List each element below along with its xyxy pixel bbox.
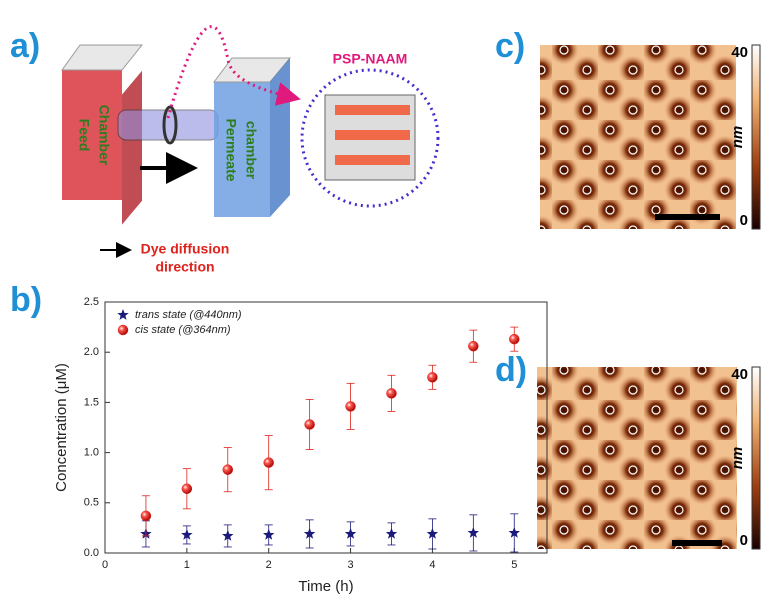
setup-label: Chamber — [96, 105, 112, 166]
setup-label: Permeate — [223, 118, 239, 181]
legend-label: cis state (@364nm) — [135, 324, 231, 336]
setup-label: direction — [155, 259, 214, 275]
colorbar-tick-label: 40 — [731, 44, 748, 61]
afm-image — [537, 367, 737, 549]
sphere-marker — [182, 484, 192, 494]
plot-frame — [105, 302, 547, 553]
y-tick-label: 0.5 — [84, 497, 99, 509]
colorbar-unit: nm — [729, 447, 746, 470]
sphere-marker — [427, 372, 437, 382]
panel-label: d) — [495, 351, 527, 389]
colorbar — [752, 45, 760, 229]
y-tick-label: 2.0 — [84, 346, 99, 358]
sphere-marker — [346, 401, 356, 411]
sphere-marker — [468, 341, 478, 351]
colorbar-tick-label: 40 — [731, 366, 748, 383]
y-tick-label: 2.5 — [84, 296, 99, 308]
colorbar-unit: nm — [729, 126, 746, 149]
sphere-marker — [264, 458, 274, 468]
colorbar-tick-label: 0 — [740, 532, 748, 549]
x-tick-label: 2 — [266, 559, 272, 571]
setup-label: Dye diffusion — [141, 241, 230, 257]
sphere-marker — [223, 465, 233, 475]
setup-label: chamber — [243, 121, 259, 180]
sphere-marker — [509, 334, 519, 344]
chart: 0.0 0.5 1.0 1.5 2.0 2.5 0 1 2 3 4 5 Time (h) Concentr… — [53, 296, 547, 595]
legend-label: trans state (@440nm) — [135, 309, 242, 321]
membrane-label: PSP-NAAM — [333, 51, 408, 67]
figure: a) PSP-NAAM FeedChamber Permeatechamber Dy… — [0, 0, 769, 598]
panel-label: b) — [10, 281, 42, 319]
sphere-marker — [305, 419, 315, 429]
star-marker — [117, 309, 128, 320]
panel-label: c) — [495, 27, 525, 65]
sphere-marker — [118, 325, 128, 335]
x-tick-label: 5 — [511, 559, 517, 571]
x-tick-label: 3 — [347, 559, 353, 571]
y-tick-label: 0.0 — [84, 547, 99, 559]
x-tick-label: 4 — [429, 559, 435, 571]
sphere-marker — [141, 511, 151, 521]
y-tick-label: 1.0 — [84, 447, 99, 459]
x-tick-label: 0 — [102, 559, 108, 571]
colorbar-tick-label: 0 — [740, 212, 748, 229]
y-tick-label: 1.5 — [84, 396, 99, 408]
scale-bar — [655, 214, 720, 220]
colorbar — [752, 367, 760, 549]
sphere-marker — [386, 388, 396, 398]
y-axis-label: Concentration (μM) — [53, 363, 70, 492]
scale-bar — [672, 540, 722, 546]
panel-label: a) — [10, 27, 40, 65]
setup-label: Feed — [76, 119, 92, 152]
afm-image — [540, 45, 736, 229]
x-axis-label: Time (h) — [298, 578, 353, 595]
x-tick-label: 1 — [184, 559, 190, 571]
